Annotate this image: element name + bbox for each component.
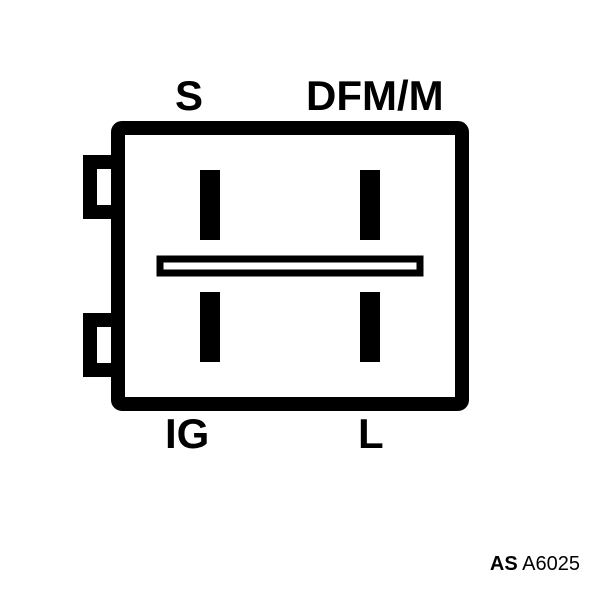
label-dfm-m: DFM/M (306, 72, 444, 120)
label-ig: IG (165, 410, 209, 458)
diagram-canvas: S DFM/M IG L (0, 0, 600, 600)
footer-part-number: A6025 (522, 553, 580, 575)
connector-svg (0, 0, 600, 600)
footer: AS A6025 (490, 553, 580, 576)
center-slot (160, 259, 420, 273)
footer-brand: AS (490, 553, 518, 575)
label-s: S (175, 72, 203, 120)
label-l: L (358, 410, 384, 458)
